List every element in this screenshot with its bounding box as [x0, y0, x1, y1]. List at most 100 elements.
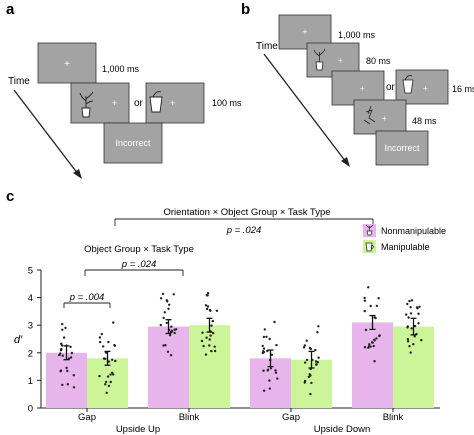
participant-point [375, 304, 378, 308]
participant-point [268, 337, 271, 341]
participant-point [65, 366, 68, 370]
participant-point [208, 308, 212, 312]
three-way-interaction-label: Orientation × Object Group × Task Type [163, 207, 330, 218]
participant-point [162, 344, 165, 347]
participant-point [265, 335, 268, 338]
participant-point [377, 297, 380, 300]
participant-point [61, 328, 64, 331]
participant-point [215, 309, 219, 312]
participant-point [317, 356, 320, 359]
participant-point [59, 370, 62, 373]
x-tick-label-gap: Gap [282, 412, 300, 423]
x-tick-label-gap: Gap [78, 412, 96, 423]
participant-point [368, 345, 371, 348]
participant-point [413, 324, 417, 328]
participant-point [308, 373, 311, 376]
participant-point [375, 337, 378, 340]
participant-point [201, 331, 204, 334]
participant-point [210, 349, 213, 353]
participant-point [273, 320, 276, 324]
participant-point [263, 328, 266, 331]
participant-point [405, 313, 408, 316]
x-tick-label-blink: Blink [179, 412, 200, 423]
panel-a: a Time + 1,000 ms + or + 100 ms Incorrec… [6, 1, 242, 179]
fixation-cross-a: + [64, 59, 70, 70]
pot-icon-b [402, 75, 414, 94]
cup-icon [365, 242, 374, 252]
y-tick-label: 4 [28, 293, 33, 304]
participant-point [418, 305, 421, 308]
participant-point [415, 306, 419, 309]
plant-icon [79, 91, 94, 118]
target-cross-a: + [112, 98, 117, 108]
participant-point [173, 331, 176, 335]
participant-point [106, 375, 110, 378]
data-points [58, 286, 423, 396]
participant-point [210, 324, 213, 327]
participant-point [308, 346, 312, 350]
participant-point [206, 305, 210, 308]
participant-point [169, 354, 173, 357]
participant-point [59, 349, 63, 352]
participant-point [104, 383, 107, 386]
duration-target-a: 100 ms [212, 98, 242, 108]
three-way-p: p = .024 [226, 225, 262, 236]
participant-point [211, 319, 214, 323]
time-label-b: Time [256, 41, 278, 52]
x-labels: Gap Blink Gap Blink [78, 408, 404, 423]
participant-point [305, 358, 309, 362]
participant-point [169, 330, 173, 334]
participant-point [107, 360, 111, 363]
participant-point [204, 304, 208, 307]
time-arrow-a [13, 89, 79, 175]
participant-point [111, 358, 114, 361]
participant-point [266, 369, 269, 372]
y-tick-label: 2 [28, 348, 33, 359]
participant-point [170, 325, 173, 328]
participant-point [107, 340, 110, 344]
participant-point [200, 339, 204, 343]
y-tick-label: 5 [28, 266, 33, 277]
or-label-a: or [134, 98, 144, 109]
feedback-text-a: Incorrect [115, 138, 151, 148]
participant-point [409, 306, 412, 309]
participant-point [202, 344, 205, 348]
feedback-screen-a [103, 122, 163, 164]
first-cross-b: + [338, 56, 343, 65]
time-arrowhead-a [73, 169, 82, 179]
panel-c: c Orientation × Object Group × Task Type… [6, 188, 446, 435]
panel-b: b Time + 1,000 ms + 80 ms + or + 16 ms +… [241, 1, 474, 167]
participant-point [410, 327, 413, 330]
target-cross-a-2: + [170, 98, 175, 108]
participant-point [168, 334, 172, 337]
bar-manipulable-gap [87, 358, 128, 408]
participant-point [60, 344, 64, 347]
participant-point [113, 343, 116, 347]
participant-point [60, 342, 63, 345]
participant-point [102, 345, 105, 348]
legend-label-nonmanipulable: Nonmanipulable [381, 226, 446, 236]
participant-point [309, 392, 312, 396]
panel-b-letter: b [241, 1, 250, 18]
time-arrow-b [263, 53, 347, 163]
y-axis-label: d′ [14, 334, 23, 346]
plant-icon [365, 224, 374, 236]
group-label: Upside Down [314, 424, 371, 435]
y-tick-label: 3 [28, 321, 33, 332]
participant-point [261, 351, 264, 355]
participant-point [304, 361, 307, 364]
participant-point [406, 340, 410, 343]
participant-point [61, 354, 64, 357]
participant-point [164, 344, 167, 347]
participant-point [310, 381, 313, 385]
participant-point [66, 369, 69, 373]
participant-point [407, 316, 410, 319]
participant-point [417, 322, 420, 325]
participant-point [406, 326, 409, 329]
two-way-p: p = .024 [121, 259, 157, 270]
mask-screen-b [353, 99, 407, 135]
participant-point [317, 325, 320, 328]
participant-point [363, 346, 367, 349]
target-cross-b-2: + [423, 84, 428, 93]
